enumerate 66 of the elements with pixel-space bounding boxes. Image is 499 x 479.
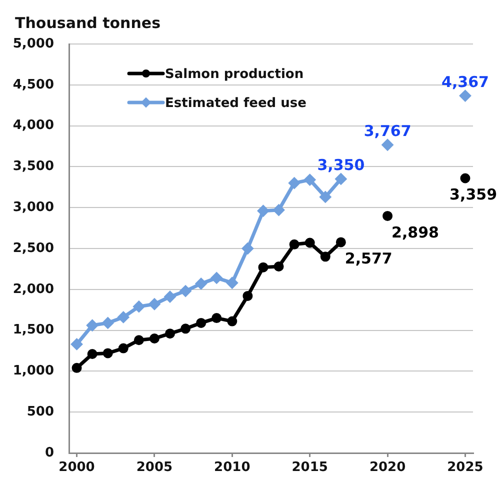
y-tick-label: 0 <box>44 445 54 460</box>
point <box>334 172 347 185</box>
y-tick-label: 3,500 <box>12 159 54 174</box>
x-tick-label: 2000 <box>58 460 95 476</box>
y-tick-label: 2,500 <box>12 240 54 256</box>
point <box>180 324 191 334</box>
y-tick-label: 4,000 <box>12 118 54 134</box>
point <box>212 313 222 324</box>
data-label: 3,767 <box>364 122 412 140</box>
point <box>87 349 98 360</box>
legend-label: Salmon production <box>165 66 304 82</box>
data-label: 3,350 <box>317 156 365 174</box>
point <box>117 311 130 324</box>
point <box>272 204 285 216</box>
point <box>320 252 330 262</box>
point <box>149 333 160 344</box>
point <box>304 238 315 248</box>
y-tick-label: 5,000 <box>12 36 54 52</box>
point <box>118 343 128 354</box>
y-tick-label: 3,000 <box>12 200 54 215</box>
y-tick-label: 1,500 <box>12 322 54 338</box>
point <box>288 177 300 190</box>
point <box>180 285 192 298</box>
point <box>242 290 253 301</box>
point <box>132 300 145 313</box>
point <box>242 242 254 254</box>
data-label: 4,367 <box>442 72 489 91</box>
point <box>134 335 144 346</box>
point <box>227 316 238 326</box>
point <box>86 319 98 332</box>
point <box>336 237 346 248</box>
point <box>165 328 175 339</box>
point <box>72 362 82 373</box>
point <box>226 276 238 289</box>
point <box>102 348 113 358</box>
point <box>70 338 83 350</box>
point <box>459 90 472 102</box>
y-tick-label: 1,000 <box>12 364 54 379</box>
y-tick-label: 500 <box>26 404 54 420</box>
data-label: 3,359 <box>450 186 498 204</box>
x-tick-label: 2005 <box>136 460 173 476</box>
point <box>289 239 300 250</box>
data-label: 2,577 <box>344 250 392 268</box>
point <box>382 210 393 221</box>
point <box>319 190 332 203</box>
x-tick-label: 2010 <box>214 460 250 476</box>
point <box>304 174 316 186</box>
x-tick-label: 2020 <box>369 460 406 476</box>
point <box>195 278 208 290</box>
y-axis-title: Thousand tonnes <box>15 14 161 32</box>
point <box>102 316 114 329</box>
point <box>148 298 160 310</box>
point <box>210 272 223 284</box>
point <box>164 290 176 303</box>
point <box>460 173 470 184</box>
legend-label: Estimated feed use <box>165 96 307 111</box>
point <box>196 318 206 328</box>
y-tick-label: 2,000 <box>12 282 54 297</box>
y-tick-label: 4,500 <box>12 77 54 92</box>
point <box>257 204 270 217</box>
point <box>258 262 268 272</box>
point <box>274 261 284 272</box>
x-tick-label: 2025 <box>447 460 484 476</box>
x-tick-label: 2015 <box>292 460 328 476</box>
point <box>382 138 394 151</box>
data-label: 2,898 <box>392 223 439 242</box>
